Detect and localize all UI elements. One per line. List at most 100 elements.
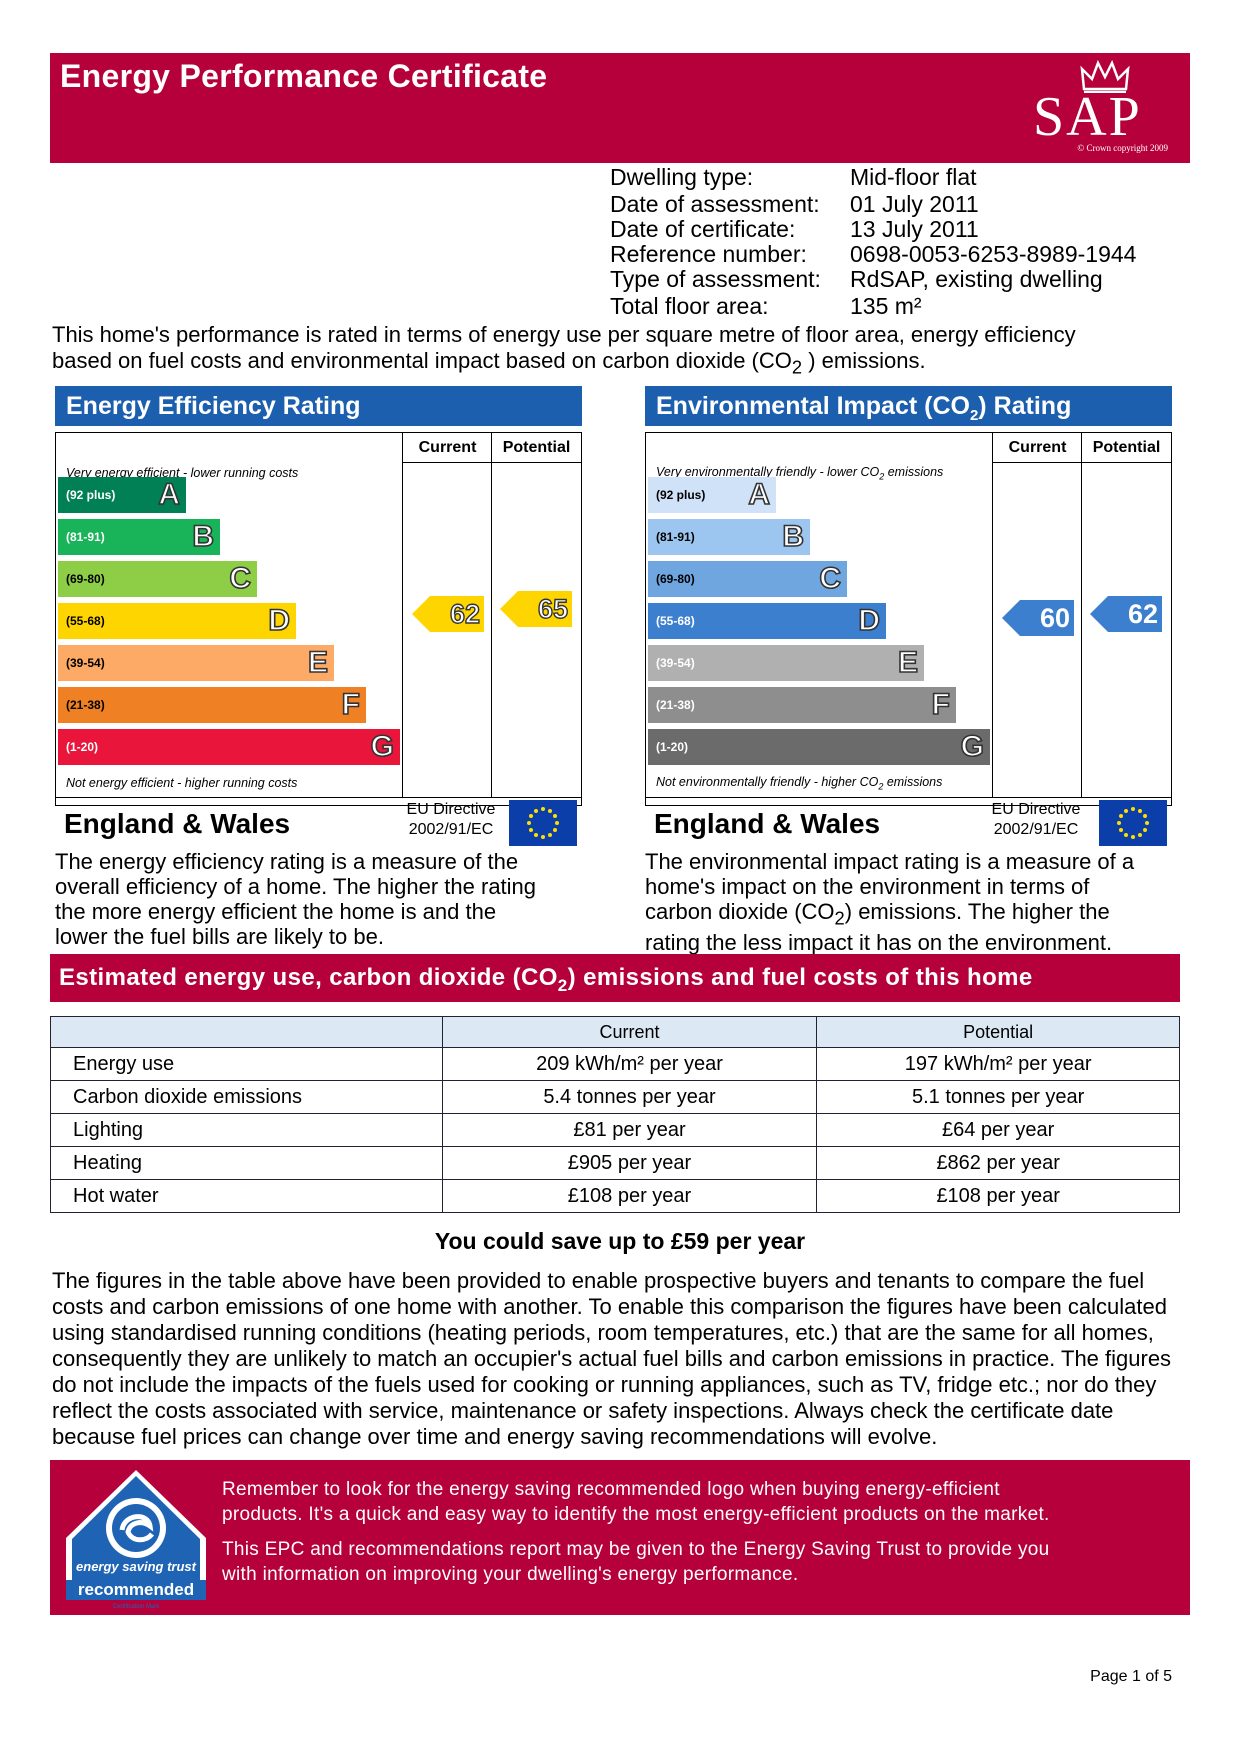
directive-line: 2002/91/EC [408,821,494,838]
sap-copyright: © Crown copyright 2009 [1077,143,1168,153]
co2-subscript: 2 [834,907,845,929]
band-range: (69-80) [66,572,105,586]
band-range: (21-38) [66,698,105,712]
table-row: Carbon dioxide emissions 5.4 tonnes per y… [50,1080,1180,1114]
rating-band-d: (55-68) D [58,603,296,639]
column-divider [491,433,492,797]
intro-line: This home's performance is rated in term… [52,322,1076,347]
desc-line: rating the less impact it has on the env… [645,930,1113,956]
directive-line: EU Directive [406,801,496,818]
explain-line: using standardised running conditions (h… [52,1320,1154,1345]
chart-title-text: ) Rating [978,392,1072,420]
banner-line: This EPC and recommendations report may … [222,1539,1050,1560]
sap-logo: SAP © Crown copyright 2009 [1028,59,1178,155]
explain-line: do not include the impacts of the fuels … [52,1372,1157,1397]
eu-stars [1117,807,1149,839]
page-title: Energy Performance Certificate [60,58,548,94]
chart-footer: England & Wales EU Directive 2002/91/EC [646,797,1171,848]
desc-text: ) emissions. The higher the [844,899,1110,924]
arrow-shape [1002,599,1074,636]
column-divider [402,433,403,797]
desc-line: carbon dioxide (CO2) emissions. The high… [645,899,1215,930]
chart-title-text: Environmental Impact (CO [656,392,970,420]
potential-value: £64 per year [816,1113,1180,1147]
banner-line: with information on improving your dwell… [222,1564,799,1585]
band-range: (55-68) [66,614,105,628]
current-rating-arrow: 62 [412,596,484,633]
potential-value: 5.1 tonnes per year [816,1080,1180,1114]
potential-rating-arrow: 62 [1090,596,1162,633]
band-range: (39-54) [66,656,105,670]
environmental-description: The environmental impact rating is a mea… [645,849,1215,955]
rating-bands: Very energy efficient - lower running co… [56,433,404,797]
band-range: (1-20) [66,740,99,754]
row-label: Hot water [50,1179,443,1213]
row-label: Heating [50,1146,443,1180]
current-value: £108 per year [441,1179,818,1213]
co2-subscript: 2 [878,781,884,792]
potential-value: £862 per year [816,1146,1180,1180]
detail-label: Type of assessment: [610,266,821,292]
note-text: Very environmentally friendly - lower CO [656,465,880,479]
rating-band-a: (92 plus) A [648,477,776,513]
region-label: England & Wales [64,808,291,839]
band-letter: A [748,477,771,512]
crown-icon [1080,59,1130,93]
rating-band-a: (92 plus) A [58,477,186,513]
potential-rating-value: 62 [1127,599,1158,630]
explain-line: consequently they are unlikely to match … [52,1346,1172,1371]
arrow-shape [1090,596,1162,633]
page-number: Page 1 of 5 [1090,1668,1172,1685]
row-label: Energy use [50,1047,443,1081]
region-label: England & Wales [654,808,881,839]
potential-rating-arrow: 65 [500,590,572,627]
chart-title: Energy Efficiency Rating [55,386,582,426]
detail-row: Reference number: 0698-0053-6253-8989-194… [610,242,1190,267]
savings-summary: You could save up to £59 per year [434,1228,806,1254]
directive-line: EU Directive [991,801,1081,818]
table-row: Lighting £81 per year £64 per year [50,1113,1180,1147]
current-value: 5.4 tonnes per year [441,1080,818,1114]
estimated-costs-banner: Estimated energy use, carbon dioxide (CO… [50,954,1180,1002]
efficiency-description: The energy efficiency rating is a measur… [55,849,615,949]
est-logo-icon: energy saving trust recommended Certific… [66,1470,206,1610]
co2-subscript: 2 [879,471,885,482]
detail-value: 01 July 2011 [850,191,979,217]
band-range: (81-91) [66,530,105,544]
current-value: £81 per year [441,1113,818,1147]
rating-band-e: (39-54) E [648,645,924,681]
detail-row: Date of certificate: 13 July 2011 [610,217,1190,242]
desc-text: carbon dioxide (CO [645,899,835,924]
desc-line: the more energy efficient the home is an… [55,899,497,924]
detail-value: 135 m² [850,293,922,319]
co2-subscript: 2 [791,356,803,378]
band-letter: B [192,519,215,554]
table-header-blank [50,1016,443,1048]
desc-line: home's impact on the environment in term… [645,874,1090,899]
rating-band-f: (21-38) F [648,687,956,723]
rating-band-c: (69-80) C [648,561,847,597]
intro-line: based on fuel costs and environmental im… [52,348,1212,380]
band-letter: C [819,561,842,596]
eu-directive: EU Directive 2002/91/EC [396,800,506,840]
directive-line: 2002/91/EC [993,821,1079,838]
band-range: (21-38) [656,698,695,712]
note-text: emissions [883,775,943,789]
rating-band-e: (39-54) E [58,645,334,681]
current-rating-arrow: 60 [1002,599,1074,636]
potential-value: £108 per year [816,1179,1180,1213]
current-column-header: Current [403,433,492,463]
table-row: Heating £905 per year £862 per year [50,1146,1180,1180]
band-letter: A [158,477,181,512]
band-range: (92 plus) [656,488,706,502]
est-logo-text: Certification Mark [113,1604,161,1610]
band-letter: C [229,561,252,596]
note-text: emissions [884,465,944,479]
banner-paragraph: This EPC and recommendations report may … [222,1537,1050,1587]
detail-row: Dwelling type: Mid-floor flat [610,165,1190,190]
band-range: (55-68) [656,614,695,628]
current-column-header: Current [993,433,1082,463]
rating-band-c: (69-80) C [58,561,257,597]
intro-text: ) emissions. [802,348,926,373]
banner-line: products. It's a quick and easy way to i… [222,1504,1050,1525]
